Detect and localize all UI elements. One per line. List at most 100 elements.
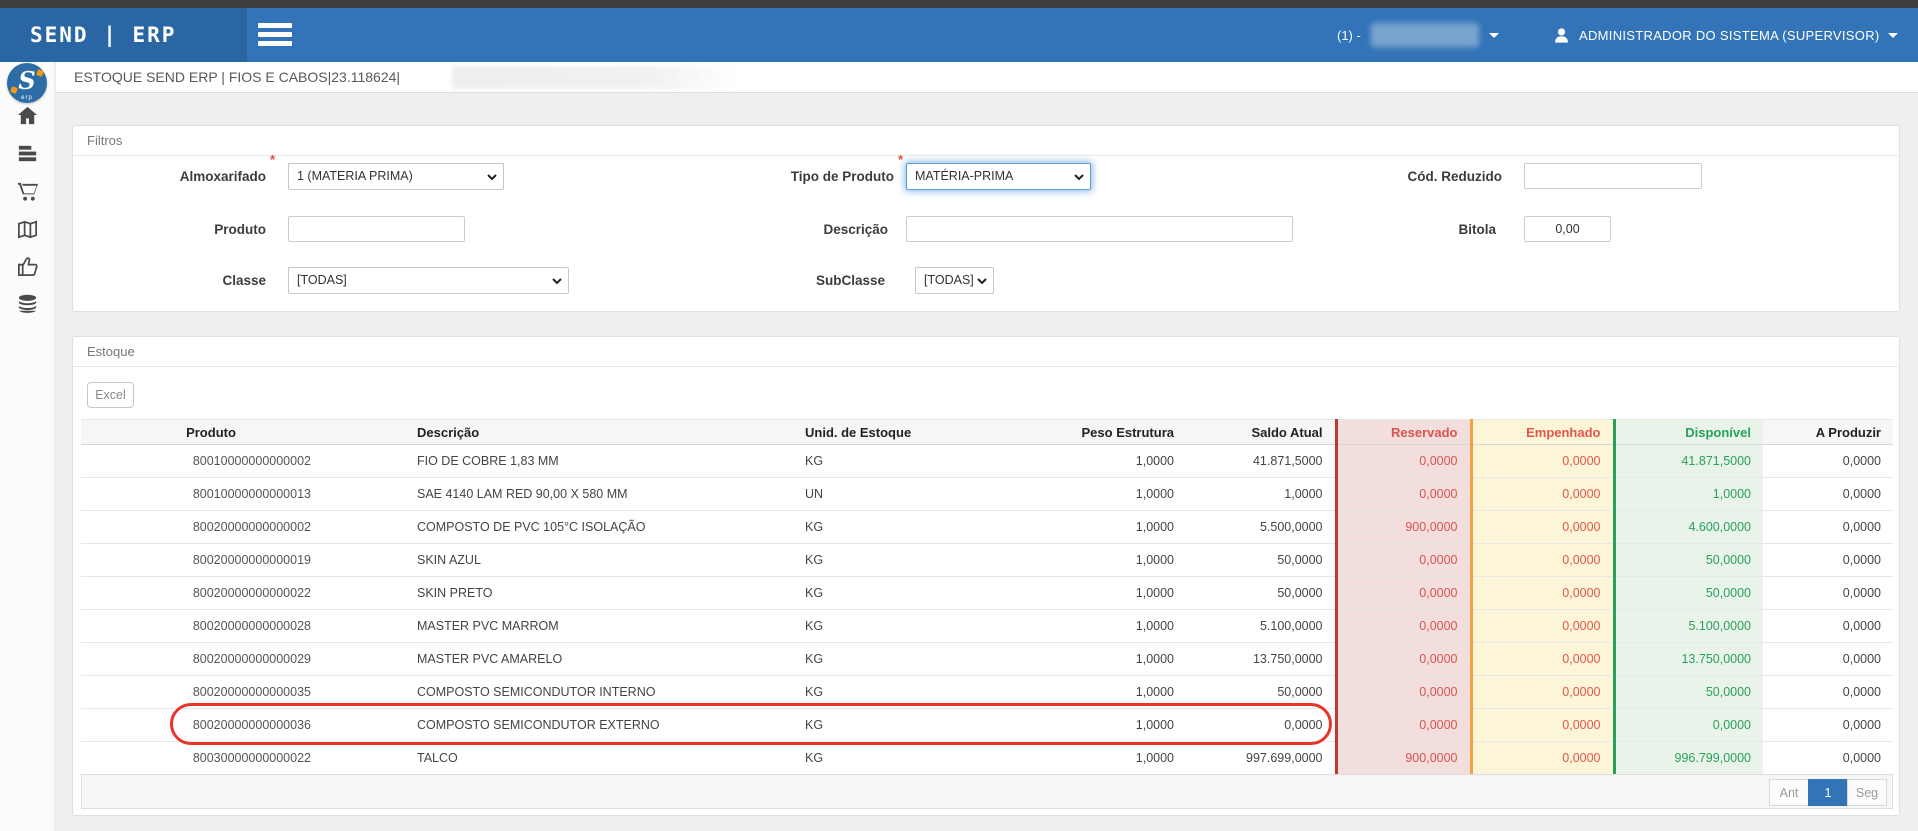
app-header: SEND | ERP (1) - ADMINISTRADOR DO SISTEM…: [0, 8, 1918, 62]
table-row[interactable]: 80020000000000036COMPOSTO SEMICONDUTOR E…: [81, 709, 1893, 742]
cell-desc: SAE 4140 LAM RED 90,00 X 580 MM: [341, 478, 791, 511]
cell-desc: MASTER PVC MARROM: [341, 610, 791, 643]
cell-saldo: 50,0000: [1186, 676, 1336, 709]
cell-desc: TALCO: [341, 742, 791, 775]
cell-desc: COMPOSTO SEMICONDUTOR INTERNO: [341, 676, 791, 709]
cell-produto: 80020000000000019: [81, 544, 341, 577]
company-select[interactable]: (1) -: [1337, 8, 1499, 62]
hamburger-menu-icon[interactable]: [258, 23, 292, 47]
cell-aproduzir: 0,0000: [1763, 742, 1893, 775]
stock-panel-title: Estoque: [73, 337, 1899, 367]
cell-unid: KG: [791, 742, 941, 775]
cell-peso: 1,0000: [941, 676, 1186, 709]
column-header-saldo: Saldo Atual: [1186, 420, 1336, 445]
tipo-produto-select[interactable]: MATÉRIA-PRIMA: [906, 163, 1091, 190]
user-menu[interactable]: ADMINISTRADOR DO SISTEMA (SUPERVISOR): [1552, 8, 1898, 62]
column-header-unid: Unid. de Estoque: [791, 420, 941, 445]
cell-disponivel: 41.871,5000: [1614, 445, 1763, 478]
cell-aproduzir: 0,0000: [1763, 676, 1893, 709]
cod-reduzido-label: Cód. Reduzido: [1333, 163, 1502, 190]
bitola-input[interactable]: [1524, 216, 1611, 242]
table-row[interactable]: 80020000000000035COMPOSTO SEMICONDUTOR I…: [81, 676, 1893, 709]
sidebar: S erp: [0, 62, 55, 831]
cell-disponivel: 50,0000: [1614, 577, 1763, 610]
column-header-desc: Descrição: [341, 420, 791, 445]
table-row[interactable]: 80010000000000013SAE 4140 LAM RED 90,00 …: [81, 478, 1893, 511]
produto-input[interactable]: [288, 216, 465, 242]
cell-reservado: 0,0000: [1336, 676, 1471, 709]
almoxarifado-select[interactable]: 1 (MATERIA PRIMA): [288, 163, 504, 190]
cell-desc: FIO DE COBRE 1,83 MM: [341, 445, 791, 478]
cell-produto: 80020000000000002: [81, 511, 341, 544]
table-row[interactable]: 80030000000000022TALCOKG1,0000997.699,00…: [81, 742, 1893, 775]
page: SEND | ERP (1) - ADMINISTRADOR DO SISTEM…: [0, 0, 1918, 831]
table-row[interactable]: 80020000000000029MASTER PVC AMARELOKG1,0…: [81, 643, 1893, 676]
bitola-label: Bitola: [1333, 216, 1496, 243]
cell-produto: 80020000000000028: [81, 610, 341, 643]
cell-peso: 1,0000: [941, 445, 1186, 478]
cell-unid: KG: [791, 511, 941, 544]
cell-reservado: 0,0000: [1336, 445, 1471, 478]
cell-peso: 1,0000: [941, 577, 1186, 610]
cell-desc: MASTER PVC AMARELO: [341, 643, 791, 676]
cell-saldo: 5.500,0000: [1186, 511, 1336, 544]
column-header-empenhado: Empenhado: [1471, 420, 1614, 445]
home-icon[interactable]: [16, 104, 39, 127]
cell-unid: KG: [791, 709, 941, 742]
cell-saldo: 13.750,0000: [1186, 643, 1336, 676]
cell-reservado: 0,0000: [1336, 643, 1471, 676]
cell-reservado: 0,0000: [1336, 544, 1471, 577]
user-icon: [1552, 26, 1571, 45]
breadcrumb: ESTOQUE SEND ERP | FIOS E CABOS|23.11862…: [56, 62, 1918, 93]
cell-reservado: 0,0000: [1336, 610, 1471, 643]
cell-disponivel: 50,0000: [1614, 544, 1763, 577]
cell-produto: 80020000000000035: [81, 676, 341, 709]
excel-export-button[interactable]: Excel: [87, 382, 134, 408]
cell-produto: 80020000000000029: [81, 643, 341, 676]
cell-empenhado: 0,0000: [1471, 445, 1614, 478]
classe-select[interactable]: [TODAS]: [288, 267, 569, 294]
map-icon[interactable]: [16, 218, 39, 241]
column-header-disponivel: Disponível: [1614, 420, 1763, 445]
chevron-down-icon: [977, 276, 987, 286]
subclasse-select[interactable]: [TODAS]: [915, 267, 994, 294]
table-row[interactable]: 80020000000000019SKIN AZULKG1,000050,000…: [81, 544, 1893, 577]
cell-empenhado: 0,0000: [1471, 709, 1614, 742]
pagination-page-1-button[interactable]: 1: [1808, 779, 1848, 806]
cell-saldo: 1,0000: [1186, 478, 1336, 511]
cell-disponivel: 13.750,0000: [1614, 643, 1763, 676]
menu-list-icon[interactable]: [16, 142, 39, 165]
cell-aproduzir: 0,0000: [1763, 478, 1893, 511]
cell-saldo: 50,0000: [1186, 577, 1336, 610]
thumbs-up-icon[interactable]: [16, 255, 39, 278]
cell-produto: 80020000000000036: [81, 709, 341, 742]
cell-saldo: 41.871,5000: [1186, 445, 1336, 478]
cell-aproduzir: 0,0000: [1763, 643, 1893, 676]
cell-empenhado: 0,0000: [1471, 643, 1614, 676]
subclasse-label: SubClasse: [713, 267, 885, 294]
cod-reduzido-input[interactable]: [1524, 163, 1702, 189]
user-name: ADMINISTRADOR DO SISTEMA (SUPERVISOR): [1579, 28, 1880, 43]
pagination-prev-button[interactable]: Ant: [1769, 779, 1809, 806]
table-row[interactable]: 80020000000000022SKIN PRETOKG1,000050,00…: [81, 577, 1893, 610]
table-header-row: ProdutoDescriçãoUnid. de EstoquePeso Est…: [81, 420, 1893, 445]
descricao-label: Descrição: [713, 216, 888, 243]
cell-peso: 1,0000: [941, 709, 1186, 742]
cell-peso: 1,0000: [941, 544, 1186, 577]
database-icon[interactable]: [16, 293, 39, 316]
table-row[interactable]: 80020000000000028MASTER PVC MARROMKG1,00…: [81, 610, 1893, 643]
required-asterisk: *: [898, 152, 903, 167]
table-row[interactable]: 80020000000000002COMPOSTO DE PVC 105°C I…: [81, 511, 1893, 544]
top-stripe: [0, 0, 1918, 8]
cell-desc: SKIN PRETO: [341, 577, 791, 610]
cell-desc: SKIN AZUL: [341, 544, 791, 577]
column-header-produto: Produto: [81, 420, 341, 445]
app-logo[interactable]: S erp: [7, 63, 47, 103]
cell-unid: KG: [791, 577, 941, 610]
cart-icon[interactable]: [16, 180, 39, 203]
pagination-next-button[interactable]: Seg: [1847, 779, 1887, 806]
chevron-down-icon: [1489, 33, 1499, 38]
descricao-input[interactable]: [906, 216, 1293, 242]
pagination: Ant 1 Seg: [1770, 779, 1887, 806]
table-row[interactable]: 80010000000000002FIO DE COBRE 1,83 MMKG1…: [81, 445, 1893, 478]
